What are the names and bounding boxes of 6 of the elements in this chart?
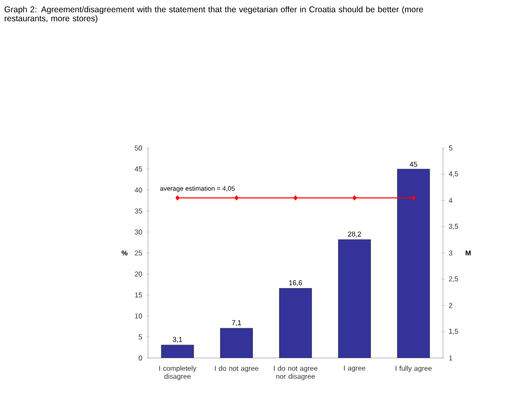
bar <box>279 288 312 358</box>
bar <box>397 168 430 358</box>
chart-title: Graph 2: Agreement/disagreement with the statement that the vegetarian offer in Croatia should be better (more restaurants, more stores) <box>4 6 423 23</box>
bar <box>220 328 253 358</box>
bar <box>161 344 194 358</box>
bar <box>338 239 371 358</box>
